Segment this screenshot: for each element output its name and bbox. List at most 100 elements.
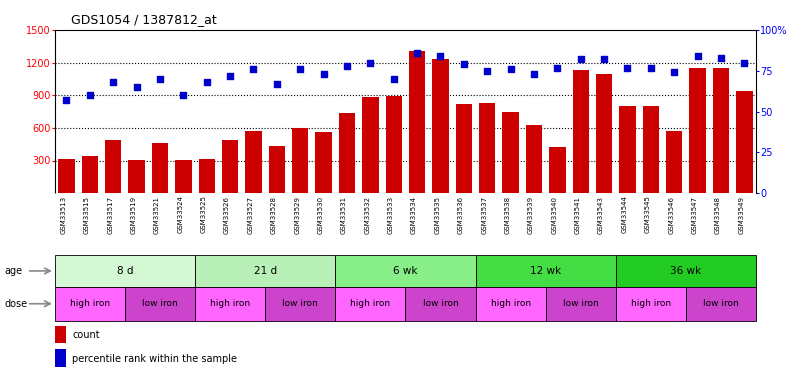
Point bbox=[106, 79, 119, 85]
Text: GSM33534: GSM33534 bbox=[411, 196, 417, 234]
Point bbox=[293, 66, 306, 72]
Text: GSM33545: GSM33545 bbox=[645, 196, 650, 234]
Point bbox=[387, 76, 400, 82]
Bar bbox=[55, 255, 195, 287]
Text: GSM33539: GSM33539 bbox=[528, 196, 534, 234]
Bar bbox=[689, 68, 706, 193]
Text: GSM33547: GSM33547 bbox=[692, 196, 697, 234]
Bar bbox=[572, 70, 589, 193]
Text: low iron: low iron bbox=[282, 299, 318, 308]
Text: GSM33543: GSM33543 bbox=[598, 196, 604, 234]
Bar bbox=[666, 131, 683, 193]
Point bbox=[597, 56, 610, 62]
Text: 36 wk: 36 wk bbox=[671, 266, 701, 276]
Bar bbox=[175, 160, 192, 193]
Text: GSM33517: GSM33517 bbox=[107, 196, 113, 234]
Bar bbox=[152, 143, 168, 193]
Text: GSM33533: GSM33533 bbox=[388, 196, 393, 234]
Text: GSM33535: GSM33535 bbox=[434, 196, 440, 234]
Text: 12 wk: 12 wk bbox=[530, 266, 561, 276]
Bar bbox=[546, 287, 616, 321]
Point bbox=[574, 56, 587, 62]
Point bbox=[410, 50, 423, 56]
Bar bbox=[432, 59, 449, 193]
Bar bbox=[195, 255, 335, 287]
Text: GSM33525: GSM33525 bbox=[201, 196, 206, 234]
Point bbox=[247, 66, 260, 72]
Bar bbox=[265, 287, 335, 321]
Point bbox=[644, 64, 657, 70]
Text: GSM33519: GSM33519 bbox=[131, 196, 136, 234]
Bar bbox=[686, 287, 756, 321]
Bar bbox=[315, 132, 332, 193]
Bar bbox=[55, 350, 66, 367]
Bar bbox=[335, 287, 405, 321]
Text: count: count bbox=[73, 330, 100, 340]
Text: GSM33541: GSM33541 bbox=[575, 196, 580, 234]
Text: GSM33529: GSM33529 bbox=[294, 196, 300, 234]
Text: low iron: low iron bbox=[422, 299, 459, 308]
Text: high iron: high iron bbox=[491, 299, 530, 308]
Bar bbox=[616, 255, 756, 287]
Text: GSM33531: GSM33531 bbox=[341, 196, 347, 234]
Bar bbox=[596, 74, 613, 193]
Bar bbox=[526, 124, 542, 193]
Text: high iron: high iron bbox=[210, 299, 250, 308]
Text: GSM33521: GSM33521 bbox=[154, 196, 160, 234]
Point bbox=[434, 53, 447, 59]
Text: low iron: low iron bbox=[142, 299, 178, 308]
Bar bbox=[198, 159, 215, 193]
Point bbox=[340, 63, 353, 69]
Text: GSM33530: GSM33530 bbox=[318, 196, 323, 234]
Bar bbox=[245, 131, 262, 193]
Text: GSM33526: GSM33526 bbox=[224, 196, 231, 234]
Bar bbox=[409, 51, 426, 193]
Bar bbox=[405, 287, 476, 321]
Text: high iron: high iron bbox=[70, 299, 110, 308]
Bar bbox=[222, 140, 239, 193]
Bar bbox=[55, 326, 66, 344]
Point bbox=[457, 61, 470, 67]
Text: GSM33527: GSM33527 bbox=[247, 196, 253, 234]
Bar bbox=[479, 103, 496, 193]
Bar bbox=[736, 91, 753, 193]
Bar bbox=[385, 96, 402, 193]
Text: GSM33538: GSM33538 bbox=[505, 196, 510, 234]
Point bbox=[714, 55, 727, 61]
Point bbox=[550, 64, 563, 70]
Point bbox=[177, 92, 190, 98]
Text: GSM33515: GSM33515 bbox=[84, 196, 90, 234]
Bar bbox=[81, 156, 98, 193]
Bar bbox=[335, 255, 476, 287]
Text: GSM33528: GSM33528 bbox=[271, 196, 277, 234]
Point bbox=[364, 60, 376, 66]
Bar bbox=[105, 140, 122, 193]
Bar bbox=[362, 98, 379, 193]
Bar bbox=[455, 104, 472, 193]
Bar bbox=[642, 106, 659, 193]
Text: percentile rank within the sample: percentile rank within the sample bbox=[73, 354, 237, 364]
Point bbox=[691, 53, 704, 59]
Bar bbox=[476, 287, 546, 321]
Text: GDS1054 / 1387812_at: GDS1054 / 1387812_at bbox=[71, 13, 217, 26]
Bar bbox=[55, 287, 125, 321]
Text: GSM33536: GSM33536 bbox=[458, 196, 463, 234]
Point bbox=[737, 60, 750, 66]
Point bbox=[84, 92, 97, 98]
Text: GSM33544: GSM33544 bbox=[621, 196, 627, 234]
Text: high iron: high iron bbox=[631, 299, 671, 308]
Text: GSM33524: GSM33524 bbox=[177, 196, 183, 234]
Point bbox=[60, 97, 73, 103]
Point bbox=[317, 71, 330, 77]
Text: 6 wk: 6 wk bbox=[393, 266, 418, 276]
Text: GSM33548: GSM33548 bbox=[715, 196, 721, 234]
Text: GSM33537: GSM33537 bbox=[481, 196, 487, 234]
Text: low iron: low iron bbox=[703, 299, 739, 308]
Point bbox=[153, 76, 166, 82]
Bar bbox=[713, 68, 729, 193]
Point bbox=[527, 71, 540, 77]
Bar bbox=[125, 287, 195, 321]
Bar bbox=[195, 287, 265, 321]
Point bbox=[270, 81, 284, 87]
Bar bbox=[476, 255, 616, 287]
